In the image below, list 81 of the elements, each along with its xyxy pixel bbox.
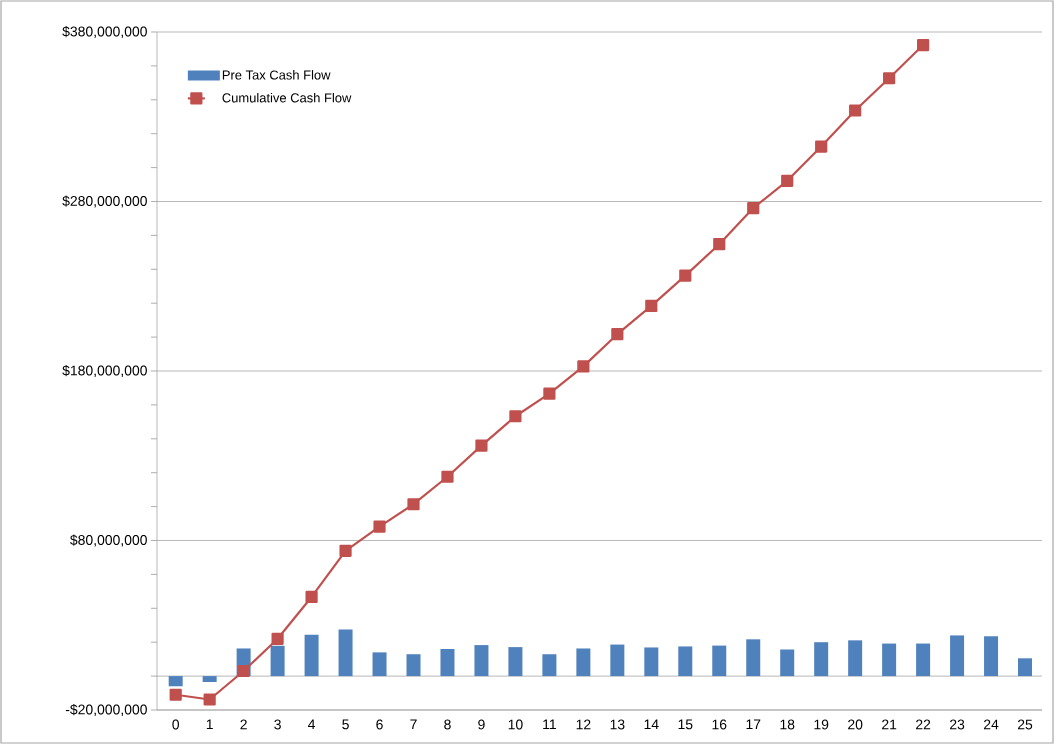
- x-tick-label: 15: [678, 719, 693, 730]
- bar: [270, 645, 285, 677]
- point: [305, 590, 318, 604]
- point: [815, 140, 828, 153]
- bar: [542, 654, 557, 677]
- point: [679, 269, 692, 282]
- x-tick-label: 1: [206, 719, 213, 730]
- x-tick-label: 19: [814, 719, 829, 730]
- x-tick-label: 24: [984, 719, 999, 730]
- bar: [814, 642, 829, 677]
- point: [407, 498, 420, 511]
- point: [747, 202, 760, 215]
- y-tick-label: $380,000,000: [62, 25, 147, 39]
- point: [237, 664, 250, 678]
- point: [509, 410, 522, 423]
- point: [373, 520, 386, 533]
- bar: [712, 645, 727, 677]
- bar: [338, 629, 353, 677]
- bar: [950, 635, 965, 677]
- bar: [1018, 658, 1033, 677]
- x-tick-label: 22: [916, 719, 931, 730]
- x-tick-label: 5: [342, 719, 349, 730]
- x-tick-label: 6: [376, 719, 383, 730]
- x-tick-label: 2: [240, 719, 247, 730]
- point: [849, 104, 862, 117]
- bar: [984, 636, 999, 677]
- point: [883, 72, 896, 85]
- x-tick-label: 4: [308, 719, 316, 730]
- bar: [168, 676, 183, 687]
- x-tick-label: 12: [576, 719, 591, 730]
- point: [475, 439, 488, 452]
- legend-label: Cumulative Cash Flow: [222, 92, 352, 103]
- point: [645, 299, 658, 313]
- bar: [780, 649, 795, 677]
- x-tick-label: 17: [746, 719, 761, 730]
- x-tick-label: 8: [444, 719, 451, 730]
- x-tick-label: 16: [712, 719, 727, 730]
- bar: [304, 634, 319, 677]
- bar: [202, 676, 217, 683]
- point: [339, 544, 352, 557]
- x-tick-label: 7: [410, 719, 417, 730]
- bar: [882, 643, 897, 677]
- x-tick-label: 3: [274, 719, 281, 730]
- y-tick-label: -$20,000,000: [65, 703, 147, 717]
- y-tick-label: $280,000,000: [62, 195, 147, 208]
- x-tick-label: 23: [950, 719, 965, 730]
- x-tick-label: 25: [1017, 719, 1033, 730]
- bar: [576, 648, 591, 677]
- y-tick-label: $180,000,000: [62, 364, 147, 378]
- point: [271, 632, 284, 645]
- x-tick-label: 13: [610, 719, 625, 730]
- point: [781, 174, 794, 187]
- bar: [916, 643, 931, 677]
- x-tick-label: 18: [780, 719, 795, 730]
- x-tick-label: 9: [478, 719, 485, 730]
- point: [713, 238, 726, 251]
- point: [169, 688, 182, 701]
- point: [441, 470, 454, 483]
- bar: [508, 647, 523, 677]
- x-tick-label: 10: [508, 719, 523, 730]
- legend-label: Pre Tax Cash Flow: [222, 70, 331, 80]
- x-tick-label: 21: [882, 719, 897, 730]
- bar: [746, 639, 761, 677]
- bar: [440, 648, 455, 677]
- point: [611, 328, 624, 341]
- x-tick-label: 0: [172, 719, 180, 730]
- point: [917, 38, 930, 52]
- bar: [610, 644, 625, 677]
- bar: [406, 654, 421, 677]
- point: [577, 360, 590, 373]
- point: [203, 693, 216, 706]
- point: [543, 387, 556, 400]
- x-tick-label: 11: [543, 719, 556, 730]
- bar: [678, 646, 693, 677]
- x-tick-label: 14: [644, 719, 659, 730]
- y-tick-label: $80,000,000: [70, 534, 147, 547]
- bar: [644, 647, 659, 677]
- bar: [474, 645, 489, 677]
- bar: [848, 640, 863, 677]
- bar: [372, 652, 387, 677]
- x-tick-label: 20: [848, 719, 863, 730]
